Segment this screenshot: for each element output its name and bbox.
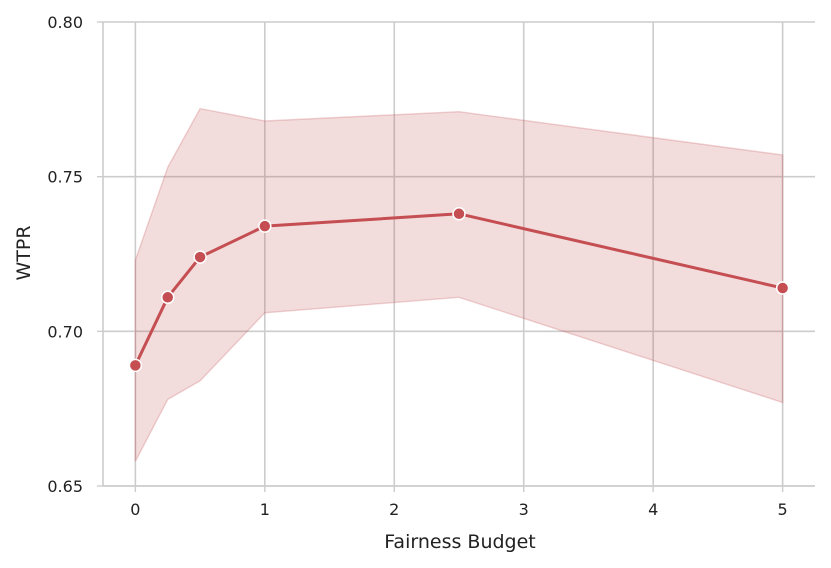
data-points <box>128 207 790 373</box>
series-line <box>133 212 785 367</box>
y-axis-label: WTPR <box>13 225 35 280</box>
data-point <box>258 219 272 233</box>
x-tick-label: 5 <box>778 500 788 519</box>
x-tick-label: 0 <box>130 500 140 519</box>
data-point <box>452 207 466 221</box>
y-tick-label: 0.70 <box>47 322 83 341</box>
series-line-layer <box>133 212 785 367</box>
data-point <box>160 290 175 305</box>
y-tick-label: 0.80 <box>47 13 83 32</box>
y-tick-label: 0.75 <box>47 168 83 187</box>
x-tick-labels: 0 1 2 3 4 5 <box>130 500 787 519</box>
axes <box>97 21 815 492</box>
x-tick-label: 4 <box>648 500 658 519</box>
ci-band <box>134 107 784 462</box>
data-point <box>193 250 207 264</box>
confidence-band <box>134 107 784 462</box>
data-point <box>775 281 790 295</box>
x-axis-label: Fairness Budget <box>384 531 536 553</box>
data-point <box>128 358 143 373</box>
x-tick-label: 1 <box>260 500 270 519</box>
y-tick-labels: 0.65 0.70 0.75 0.80 <box>47 13 83 496</box>
y-tick-label: 0.65 <box>47 477 83 496</box>
x-tick-label: 2 <box>389 500 399 519</box>
x-tick-label: 3 <box>519 500 529 519</box>
